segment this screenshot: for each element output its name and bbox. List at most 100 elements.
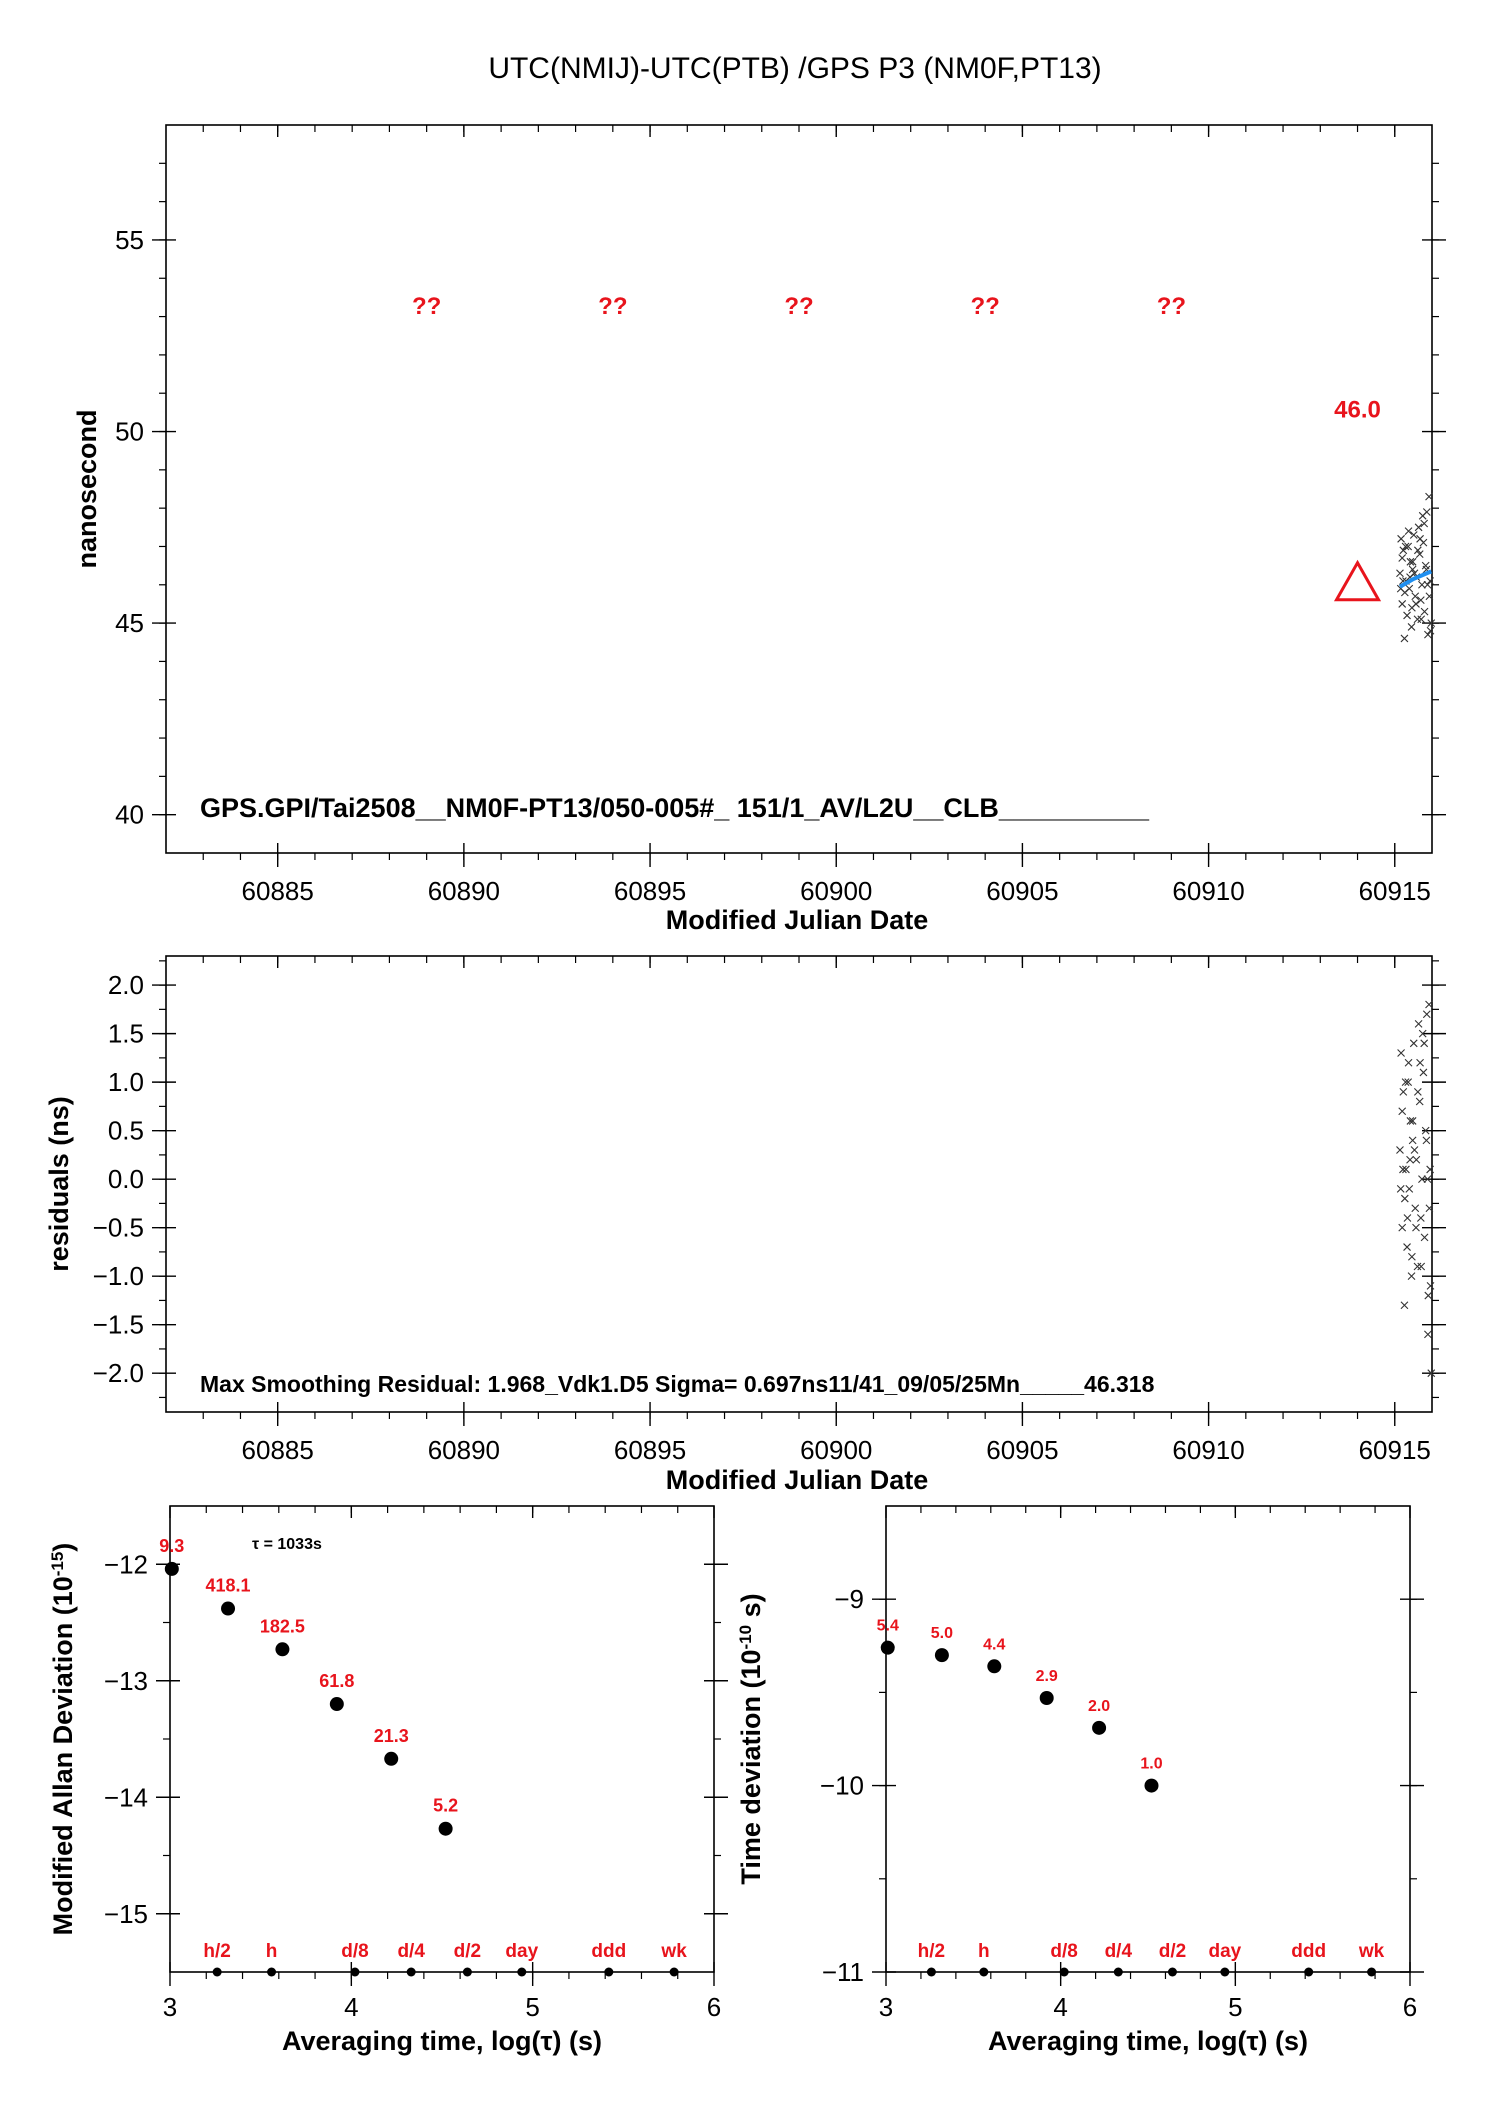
deviation-point [1039, 1690, 1054, 1705]
x-tick-label: 60885 [242, 1435, 314, 1465]
data-point [1404, 542, 1413, 551]
residual-point [1398, 1223, 1407, 1232]
residual-point [1403, 1243, 1411, 1251]
data-point [1420, 519, 1429, 528]
residual-point [1397, 1049, 1405, 1057]
residual-point [1410, 1146, 1419, 1154]
data-point [1396, 569, 1404, 578]
data-point [1426, 626, 1435, 635]
residual-point [1401, 1078, 1410, 1087]
data-point [1399, 546, 1408, 555]
data-point [1411, 592, 1420, 601]
time-scale-label: d/8 [1050, 1941, 1077, 1962]
y-tick-label: 1.5 [108, 1019, 144, 1049]
data-point [1404, 527, 1413, 536]
residual-point [1419, 1068, 1428, 1077]
residual-point [1416, 1058, 1424, 1067]
data-point [1418, 511, 1427, 520]
x-tick-label: 60890 [428, 1435, 500, 1465]
y-tick-label: −12 [104, 1549, 148, 1579]
x-tick-label: 5 [525, 1992, 539, 2022]
time-scale-label: ddd [1291, 1941, 1326, 1962]
data-point [1415, 550, 1424, 559]
y-tick-label: 1.0 [108, 1067, 144, 1097]
missing-data-marker: ?? [598, 293, 627, 320]
time-scale-marker [212, 1967, 222, 1977]
y-tick-label: 50 [115, 417, 144, 447]
deviation-point [384, 1751, 399, 1766]
deviation-value-label: 418.1 [206, 1576, 251, 1596]
data-point [1425, 592, 1434, 601]
data-point [1408, 565, 1417, 574]
residual-point [1417, 1262, 1426, 1271]
plot-frame [169, 1505, 715, 1973]
data-point [1413, 615, 1422, 624]
time-scale-marker [926, 1967, 936, 1977]
y-axis-title-exponent: -10 [736, 1625, 755, 1650]
residual-point [1399, 1165, 1407, 1174]
time-scale-label: h/2 [203, 1941, 230, 1962]
time-scale-label: h [266, 1941, 278, 1962]
residual-point [1408, 1117, 1417, 1125]
data-point [1423, 580, 1432, 589]
deviation-point [221, 1601, 236, 1616]
y-tick-label: 2.0 [108, 970, 144, 1000]
time-scale-label: wk [1358, 1941, 1385, 1962]
x-axis-title: Modified Julian Date [666, 1465, 929, 1495]
residual-point [1422, 1010, 1431, 1019]
residual-point [1412, 1223, 1420, 1232]
residual-point [1412, 1155, 1421, 1164]
data-point [1397, 534, 1405, 543]
missing-data-marker: ?? [784, 293, 813, 320]
y-tick-label: 45 [115, 608, 144, 638]
y-axis-title: nanosecond [72, 409, 102, 568]
data-point [1416, 596, 1425, 605]
time-scale-label: d/2 [454, 1941, 481, 1962]
x-tick-label: 60905 [986, 876, 1058, 906]
tau-note: τ = 1033s [252, 1536, 322, 1553]
residual-point [1426, 1165, 1435, 1174]
data-point [1408, 557, 1417, 566]
data-point [1412, 600, 1420, 608]
deviation-point [880, 1640, 895, 1655]
plot-frame [165, 124, 1433, 854]
source-info-text: GPS.GPI/Tai2508__NM0F-PT13/050-005#_ 151… [200, 793, 1150, 823]
x-tick-label: 3 [163, 1992, 177, 2022]
residual-point [1423, 1175, 1432, 1184]
residual-point [1418, 1029, 1427, 1038]
x-axis-title: Averaging time, log(τ) (s) [988, 2026, 1308, 2056]
y-tick-label: −13 [104, 1666, 148, 1696]
residual-point [1416, 1214, 1425, 1222]
x-tick-label: 60915 [1359, 876, 1431, 906]
data-point [1414, 523, 1423, 532]
time-scale-marker [267, 1967, 277, 1977]
plot-frame [885, 1505, 1411, 1973]
time-scale-marker [1304, 1967, 1314, 1977]
x-tick-label: 60895 [614, 1435, 686, 1465]
residual-point [1426, 1281, 1435, 1290]
deviation-point [329, 1697, 344, 1712]
x-tick-label: 60900 [800, 1435, 872, 1465]
deviation-value-label: 5.4 [877, 1618, 899, 1635]
data-point [1417, 615, 1426, 624]
data-point [1426, 577, 1435, 585]
data-point [1427, 619, 1436, 627]
data-point [1398, 554, 1407, 562]
residual-point [1405, 1184, 1414, 1193]
time-scale-label: h [978, 1941, 990, 1962]
deviation-value-label: 5.0 [931, 1625, 953, 1642]
time-scale-marker [462, 1967, 472, 1977]
time-scale-label: day [505, 1941, 538, 1962]
deviation-value-label: 61.8 [319, 1671, 354, 1691]
residual-point [1420, 1039, 1429, 1048]
x-tick-label: 60910 [1172, 876, 1244, 906]
x-tick-label: 4 [344, 1992, 358, 2022]
top-time-series-chart: 60885 60890 60895 60900 60905 60910 60915 40 45 5… [72, 124, 1446, 935]
y-tick-label: −14 [104, 1782, 148, 1812]
y-axis-title-exponent: -15 [48, 1552, 67, 1577]
missing-data-marker: ?? [1157, 293, 1186, 320]
residual-point [1408, 1136, 1417, 1145]
x-tick-label: 3 [879, 1992, 893, 2022]
residual-point [1408, 1252, 1416, 1261]
